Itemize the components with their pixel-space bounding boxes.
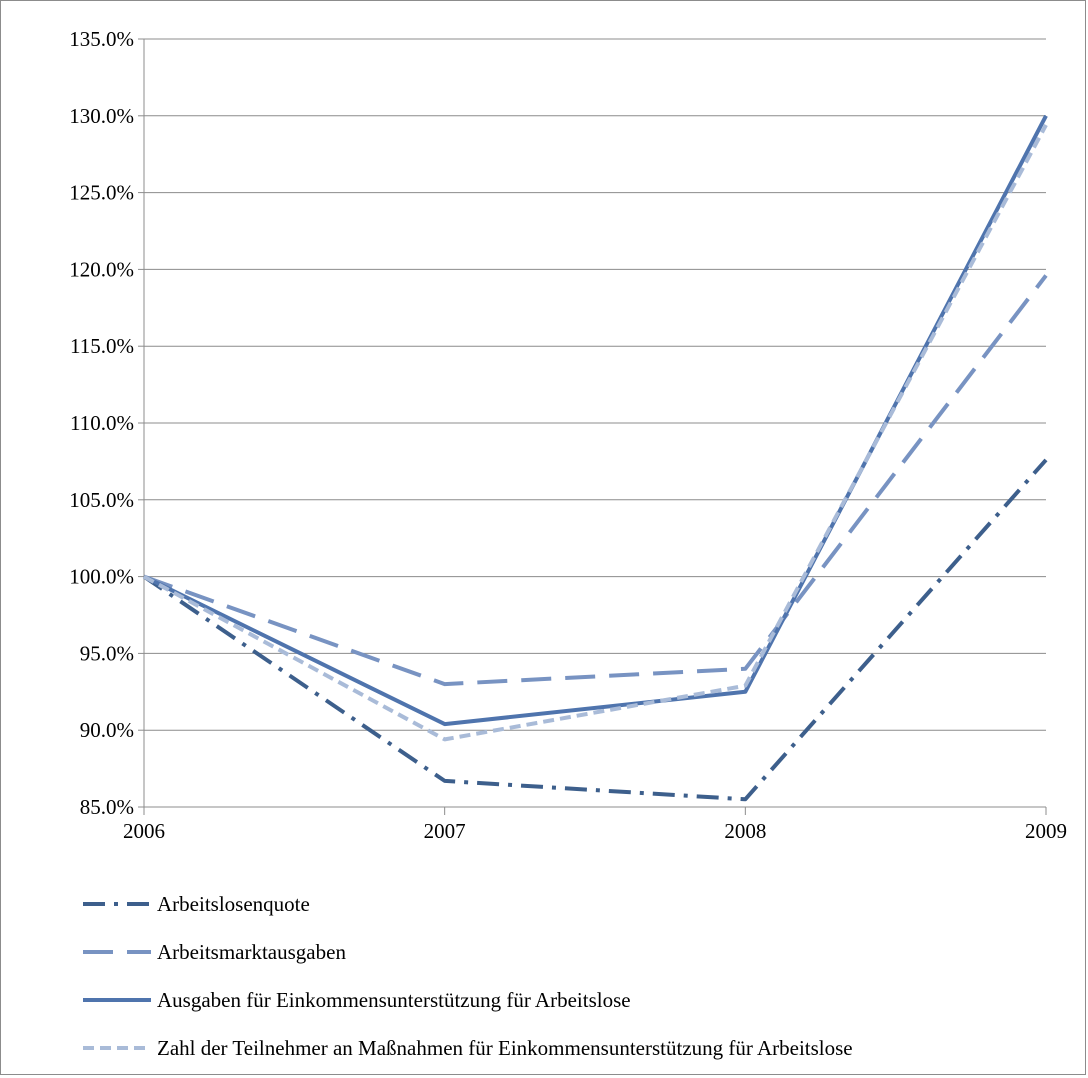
y-tick-label: 85.0% <box>80 795 134 819</box>
axes: 85.0% 90.0% 95.0% 100.0% 105.0% 110.0% 115.0% 1… <box>69 27 1067 843</box>
x-tick-label: 2006 <box>123 819 165 843</box>
y-tick-label: 125.0% <box>69 181 134 205</box>
y-tick-label: 110.0% <box>70 411 134 435</box>
y-tick-label: 120.0% <box>69 257 134 281</box>
y-tick-label: 95.0% <box>80 641 134 665</box>
legend-entry-4: Zahl der Teilnehmer an Maßnahmen für Ein… <box>83 1036 853 1060</box>
series-line-4 <box>143 124 1048 742</box>
legend-label: Ausgaben für Einkommensunterstützung für… <box>157 988 631 1012</box>
legend-label: Arbeitslosenquote <box>157 892 310 916</box>
legend-label: Zahl der Teilnehmer an Maßnahmen für Ein… <box>157 1036 853 1060</box>
x-tick-label: 2009 <box>1025 819 1067 843</box>
x-tick-label: 2007 <box>424 819 466 843</box>
legend-label: Arbeitsmarktausgaben <box>157 940 346 964</box>
series-line-3 <box>143 114 1048 727</box>
x-tick-label: 2008 <box>724 819 766 843</box>
y-tick-label: 105.0% <box>69 488 134 512</box>
series-line-2 <box>143 274 1048 687</box>
y-tick-label: 115.0% <box>70 334 134 358</box>
series-line-1 <box>142 458 1048 802</box>
legend-entry-3: Ausgaben für Einkommensunterstützung für… <box>83 988 631 1012</box>
y-tick-label: 135.0% <box>69 27 134 51</box>
y-tick-label: 90.0% <box>80 718 134 742</box>
legend-entry-2: Arbeitsmarktausgaben <box>83 940 346 964</box>
y-tick-label: 130.0% <box>69 104 134 128</box>
series-lines <box>142 114 1048 802</box>
y-tick-label: 100.0% <box>69 565 134 589</box>
legend: Arbeitslosenquote Arbeitsmarktausgaben Aus… <box>83 892 853 1060</box>
legend-entry-1: Arbeitslosenquote <box>83 892 310 916</box>
gridlines <box>144 38 1046 731</box>
